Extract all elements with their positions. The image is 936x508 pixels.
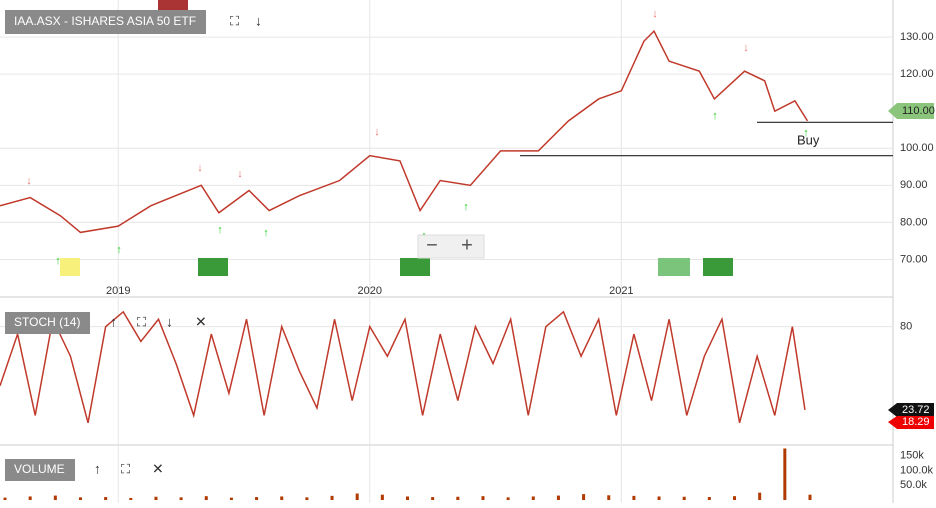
signal-box (198, 258, 228, 276)
bar (607, 495, 611, 500)
y-tick-label: 130.00 (900, 31, 934, 43)
bar (154, 496, 158, 500)
y-tick-label: 120.00 (900, 68, 934, 80)
bar (305, 497, 309, 500)
signals: ↓ ↓ ↓ ↓ ↓ ↓ ↑ ↑ ↑ ↑ ↑ ↑ ↑ ↑ (26, 8, 809, 267)
tag-bg (888, 403, 934, 417)
bar (506, 497, 510, 500)
y-tick-label: 80.00 (900, 216, 928, 228)
svg-text:↓: ↓ (743, 42, 749, 54)
bar (707, 497, 711, 500)
bar (632, 495, 636, 500)
zoom-in-button[interactable]: + (461, 234, 473, 256)
close-icon[interactable]: ✕ (195, 314, 207, 330)
bar (3, 497, 7, 500)
fullscreen-icon[interactable]: ⛶ (136, 314, 147, 329)
svg-text:↑: ↑ (217, 224, 223, 236)
move-up-icon[interactable]: ↑ (94, 461, 101, 477)
y-tick-label: 50.0k (900, 479, 927, 491)
bar (104, 497, 108, 500)
price-tag: 110.00 (902, 105, 935, 117)
stoch-tag: 18.29 (902, 416, 930, 428)
series-line (0, 29, 809, 234)
svg-text:↓: ↓ (374, 126, 380, 138)
svg-text:↓: ↓ (197, 162, 203, 174)
bar (808, 494, 812, 500)
zoom-out-button[interactable]: − (426, 234, 438, 256)
fullscreen-icon[interactable]: ⛶ (120, 461, 131, 476)
move-up-icon[interactable]: ↑ (110, 314, 117, 330)
svg-text:↓: ↓ (237, 168, 243, 180)
bar (582, 494, 586, 500)
bar (682, 496, 686, 500)
svg-text:↑: ↑ (463, 201, 469, 213)
x-tick-label: 2020 (358, 285, 382, 297)
signal-box (158, 0, 188, 10)
bar (758, 492, 762, 500)
bar (456, 496, 460, 500)
svg-text:↓: ↓ (26, 175, 32, 187)
stoch-tag: 23.72 (902, 404, 930, 416)
tag-bg (888, 416, 934, 429)
x-tick-label: 2019 (106, 285, 130, 297)
bar (229, 497, 233, 500)
svg-text:↑: ↑ (116, 244, 122, 256)
x-tick-label: 2021 (609, 285, 633, 297)
y-tick-label: 80 (900, 321, 912, 333)
chart-title: IAA.ASX - ISHARES ASIA 50 ETF (14, 14, 196, 28)
svg-text:↑: ↑ (712, 110, 718, 122)
bar (280, 496, 284, 500)
bar (481, 496, 485, 500)
move-down-icon[interactable]: ↓ (255, 13, 262, 29)
panel-title: STOCH (14) (14, 315, 80, 329)
y-tick-label: 70.00 (900, 253, 928, 265)
bar (431, 497, 435, 500)
bar (783, 448, 787, 500)
signal-box (60, 258, 80, 276)
price-tag-bg (888, 103, 934, 119)
bar (78, 497, 82, 500)
volume-title-box[interactable]: VOLUME (5, 459, 75, 481)
bar (380, 494, 384, 500)
series-line (0, 310, 806, 423)
bar (28, 496, 32, 500)
annotation: Buy (797, 132, 820, 147)
y-tick-label: 90.00 (900, 179, 928, 191)
zoom-controls: − + (417, 234, 485, 259)
stoch-title-box[interactable]: STOCH (14) (5, 312, 90, 334)
bar (657, 496, 661, 500)
signal-box (400, 258, 430, 276)
bar (733, 496, 737, 500)
svg-text:↑: ↑ (803, 127, 809, 139)
bar (406, 496, 410, 500)
panel-title: VOLUME (14, 462, 65, 476)
move-down-icon[interactable]: ↓ (166, 314, 173, 330)
bar (129, 497, 133, 500)
bar (204, 496, 208, 500)
close-icon[interactable]: ✕ (152, 461, 164, 477)
svg-text:↓: ↓ (652, 8, 658, 20)
bar (179, 497, 183, 500)
bar (255, 497, 259, 500)
bar (53, 495, 57, 500)
signal-box (658, 258, 690, 276)
bar (556, 495, 560, 500)
svg-text:↑: ↑ (263, 227, 269, 239)
y-tick-label: 100.0k (900, 464, 934, 476)
bar (531, 496, 535, 500)
y-tick-label: 150k (900, 450, 924, 462)
svg-text:↑: ↑ (55, 255, 61, 267)
title-box[interactable]: IAA.ASX - ISHARES ASIA 50 ETF (5, 10, 206, 34)
bar (355, 493, 359, 500)
signal-box (703, 258, 733, 276)
bar (330, 495, 334, 500)
y-tick-label: 100.00 (900, 142, 934, 154)
fullscreen-icon[interactable]: ⛶ (229, 13, 240, 28)
